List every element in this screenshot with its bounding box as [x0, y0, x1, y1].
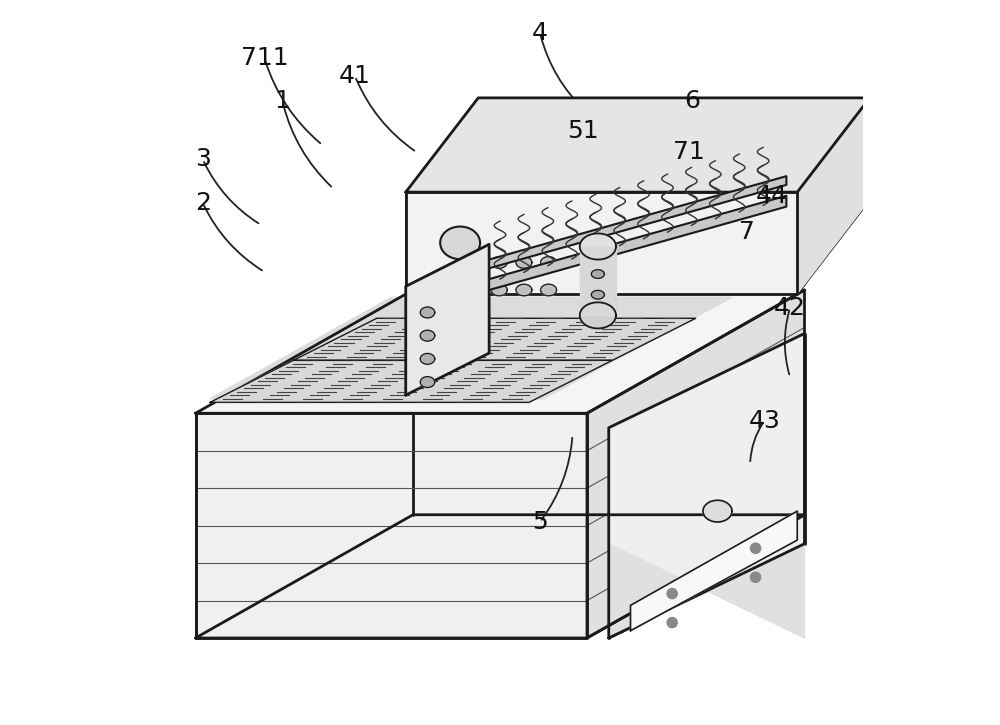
- Polygon shape: [406, 192, 797, 294]
- Circle shape: [750, 572, 761, 582]
- Text: 42: 42: [774, 296, 806, 320]
- Text: 1: 1: [275, 89, 290, 114]
- Text: 5: 5: [532, 510, 548, 534]
- Polygon shape: [580, 302, 616, 328]
- Polygon shape: [609, 334, 804, 638]
- Ellipse shape: [516, 284, 532, 296]
- Ellipse shape: [420, 354, 435, 365]
- Polygon shape: [293, 318, 696, 360]
- Ellipse shape: [703, 500, 732, 522]
- Text: 41: 41: [339, 64, 371, 88]
- Text: 71: 71: [673, 140, 704, 165]
- Ellipse shape: [491, 257, 507, 268]
- Polygon shape: [210, 297, 732, 399]
- Text: 4: 4: [532, 20, 548, 45]
- Polygon shape: [797, 98, 870, 294]
- Polygon shape: [406, 98, 870, 192]
- Ellipse shape: [541, 284, 557, 296]
- Text: 7: 7: [739, 220, 754, 244]
- Polygon shape: [489, 176, 786, 268]
- Polygon shape: [196, 413, 587, 638]
- Polygon shape: [587, 290, 804, 638]
- Text: 43: 43: [749, 408, 781, 433]
- Text: 6: 6: [684, 89, 700, 114]
- Text: 44: 44: [756, 183, 788, 208]
- Ellipse shape: [591, 291, 604, 299]
- Ellipse shape: [440, 226, 480, 260]
- Ellipse shape: [591, 270, 604, 278]
- Text: 51: 51: [568, 118, 599, 143]
- Text: 2: 2: [195, 191, 211, 215]
- Text: 711: 711: [241, 46, 288, 70]
- Polygon shape: [631, 511, 797, 631]
- Ellipse shape: [467, 284, 483, 296]
- Polygon shape: [406, 244, 489, 395]
- Polygon shape: [196, 290, 804, 413]
- Ellipse shape: [420, 331, 435, 341]
- Polygon shape: [580, 247, 616, 315]
- Polygon shape: [609, 544, 804, 638]
- Ellipse shape: [420, 307, 435, 318]
- Polygon shape: [196, 515, 804, 638]
- Polygon shape: [580, 233, 616, 260]
- Ellipse shape: [491, 284, 507, 296]
- Circle shape: [750, 543, 761, 553]
- Ellipse shape: [467, 257, 483, 268]
- Circle shape: [667, 618, 677, 628]
- Polygon shape: [489, 196, 786, 290]
- Ellipse shape: [516, 257, 532, 268]
- Polygon shape: [210, 360, 612, 402]
- Circle shape: [667, 589, 677, 599]
- Ellipse shape: [420, 377, 435, 387]
- Ellipse shape: [541, 257, 557, 268]
- Text: 3: 3: [195, 147, 211, 172]
